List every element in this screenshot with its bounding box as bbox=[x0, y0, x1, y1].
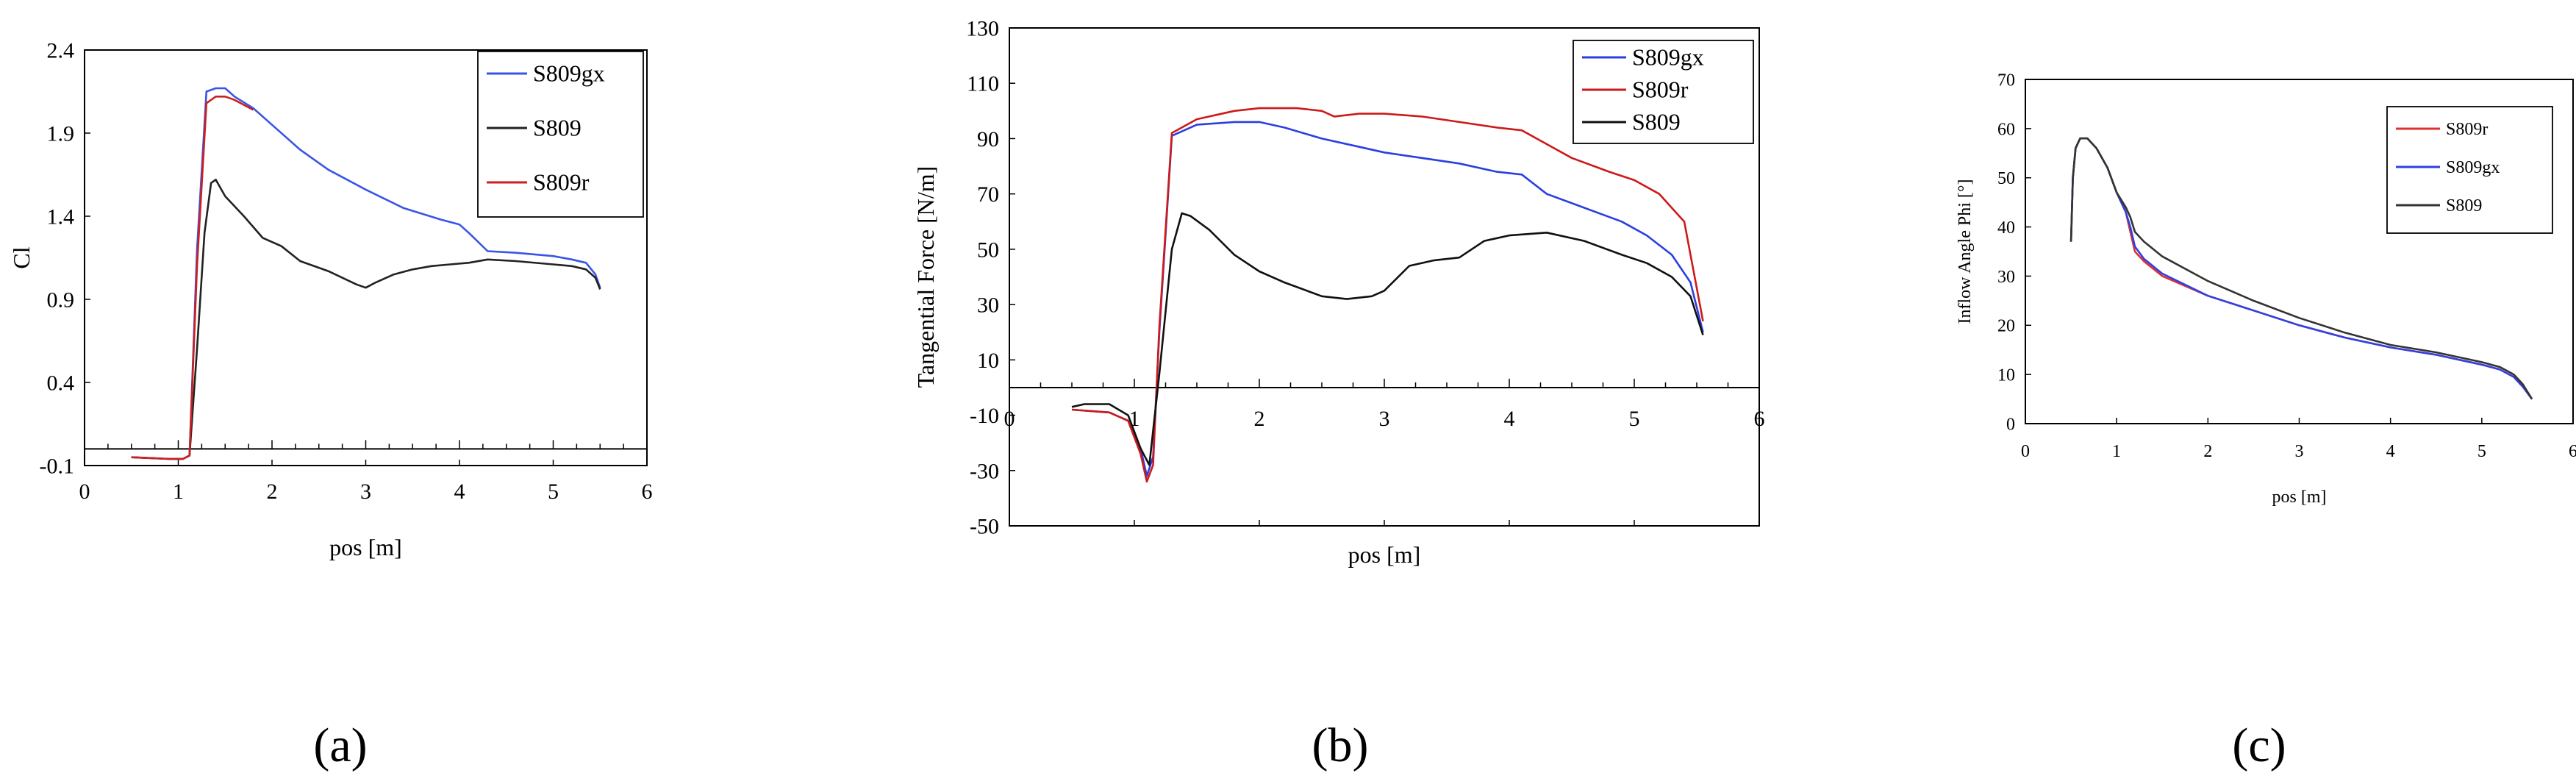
x-tick-label: 5 bbox=[548, 480, 559, 504]
y-tick-label: 30 bbox=[1997, 268, 2015, 287]
y-tick-label: 20 bbox=[1997, 317, 2015, 336]
legend-label-s809gx: S809gx bbox=[2446, 158, 2500, 177]
x-tick-label: 4 bbox=[1504, 407, 1515, 431]
panel-caption: (c) bbox=[2232, 719, 2286, 772]
y-tick-label: -10 bbox=[970, 404, 999, 428]
x-tick-label: 3 bbox=[360, 480, 371, 504]
chart-panel-c: 0 10 20 30 40 50 60 70 0 1 2 3 4 5 6 pos [m] Inflow Angl… bbox=[1956, 71, 2576, 772]
y-tick-label: 10 bbox=[1997, 366, 2015, 385]
legend-label-s809r: S809r bbox=[533, 169, 590, 196]
legend-box bbox=[477, 51, 644, 218]
x-tick-label: 2 bbox=[1254, 407, 1265, 431]
x-tick-label: 4 bbox=[454, 480, 465, 504]
y-tick-label: -50 bbox=[970, 515, 999, 539]
y-tick-label: 50 bbox=[977, 238, 999, 262]
legend-label-s809: S809 bbox=[1632, 109, 1681, 135]
y-tick-label: 30 bbox=[977, 293, 999, 318]
x-tick-label: 3 bbox=[2295, 442, 2304, 461]
legend-label-s809gx: S809gx bbox=[533, 60, 605, 87]
series-line-s809 bbox=[131, 179, 601, 460]
x-tick-label: 5 bbox=[1629, 407, 1640, 431]
x-tick-label: 5 bbox=[2477, 442, 2486, 461]
y-tick-label: 110 bbox=[967, 72, 999, 96]
y-axis-label: Inflow Angle Phi [°] bbox=[1956, 179, 1975, 324]
y-tick-label: 60 bbox=[1997, 120, 2015, 139]
y-tick-label: -30 bbox=[970, 459, 999, 483]
series-line-s809r bbox=[131, 96, 254, 460]
y-tick-label: 1.9 bbox=[47, 122, 75, 146]
y-tick-label: 0 bbox=[2006, 415, 2015, 434]
x-tick-label: 6 bbox=[1754, 407, 1765, 431]
legend-label-s809: S809 bbox=[533, 115, 582, 141]
x-tick-label: 4 bbox=[2386, 442, 2395, 461]
x-tick-label: 2 bbox=[2203, 442, 2212, 461]
y-tick-label: 0.4 bbox=[47, 371, 75, 396]
chart-panel-a: -0.1 0.4 0.9 1.4 1.9 2.4 0 1 2 3 4 5 6 pos [m] Cl S809g… bbox=[8, 39, 653, 773]
x-tick-label: 0 bbox=[1004, 407, 1015, 431]
y-tick-label: 70 bbox=[977, 182, 999, 207]
x-tick-label: 0 bbox=[2021, 442, 2030, 461]
y-tick-label: 90 bbox=[977, 127, 999, 152]
y-axis-label: Cl bbox=[8, 246, 35, 268]
y-tick-label: 40 bbox=[1997, 218, 2015, 238]
x-tick-label: 6 bbox=[642, 480, 653, 504]
panel-caption: (b) bbox=[1312, 719, 1369, 772]
x-axis-label: pos [m] bbox=[2272, 488, 2327, 507]
y-tick-label: 1.4 bbox=[47, 205, 75, 229]
y-tick-label: 0.9 bbox=[47, 288, 75, 313]
legend-label-s809r: S809r bbox=[1632, 76, 1689, 103]
series-line-s809r bbox=[1071, 107, 1704, 483]
y-tick-label: 10 bbox=[977, 349, 999, 373]
legend-label-s809r: S809r bbox=[2446, 120, 2488, 139]
x-axis-label: pos [m] bbox=[329, 534, 402, 560]
x-axis-label: pos [m] bbox=[1348, 541, 1421, 568]
series-line-s809gx bbox=[131, 87, 601, 460]
panel-caption: (a) bbox=[313, 719, 367, 772]
x-tick-label: 1 bbox=[2112, 442, 2121, 461]
series-line-s809 bbox=[1071, 212, 1704, 466]
series-line-s809gx bbox=[1071, 121, 1704, 477]
y-axis-label: Tangential Force [N/m] bbox=[912, 166, 939, 388]
x-tick-label: 1 bbox=[173, 480, 184, 504]
y-tick-label: -0.1 bbox=[40, 455, 75, 479]
y-tick-label: 2.4 bbox=[47, 39, 75, 63]
x-tick-label: 0 bbox=[79, 480, 90, 504]
x-tick-label: 3 bbox=[1379, 407, 1390, 431]
x-tick-label: 2 bbox=[267, 480, 278, 504]
y-tick-label: 50 bbox=[1997, 169, 2015, 188]
series-line-s809 bbox=[2069, 137, 2533, 400]
y-tick-label: 130 bbox=[966, 17, 999, 41]
y-tick-label: 70 bbox=[1997, 71, 2015, 90]
legend-label-s809gx: S809gx bbox=[1632, 44, 1704, 71]
legend-label-s809: S809 bbox=[2446, 196, 2482, 215]
x-tick-label: 6 bbox=[2569, 442, 2576, 461]
